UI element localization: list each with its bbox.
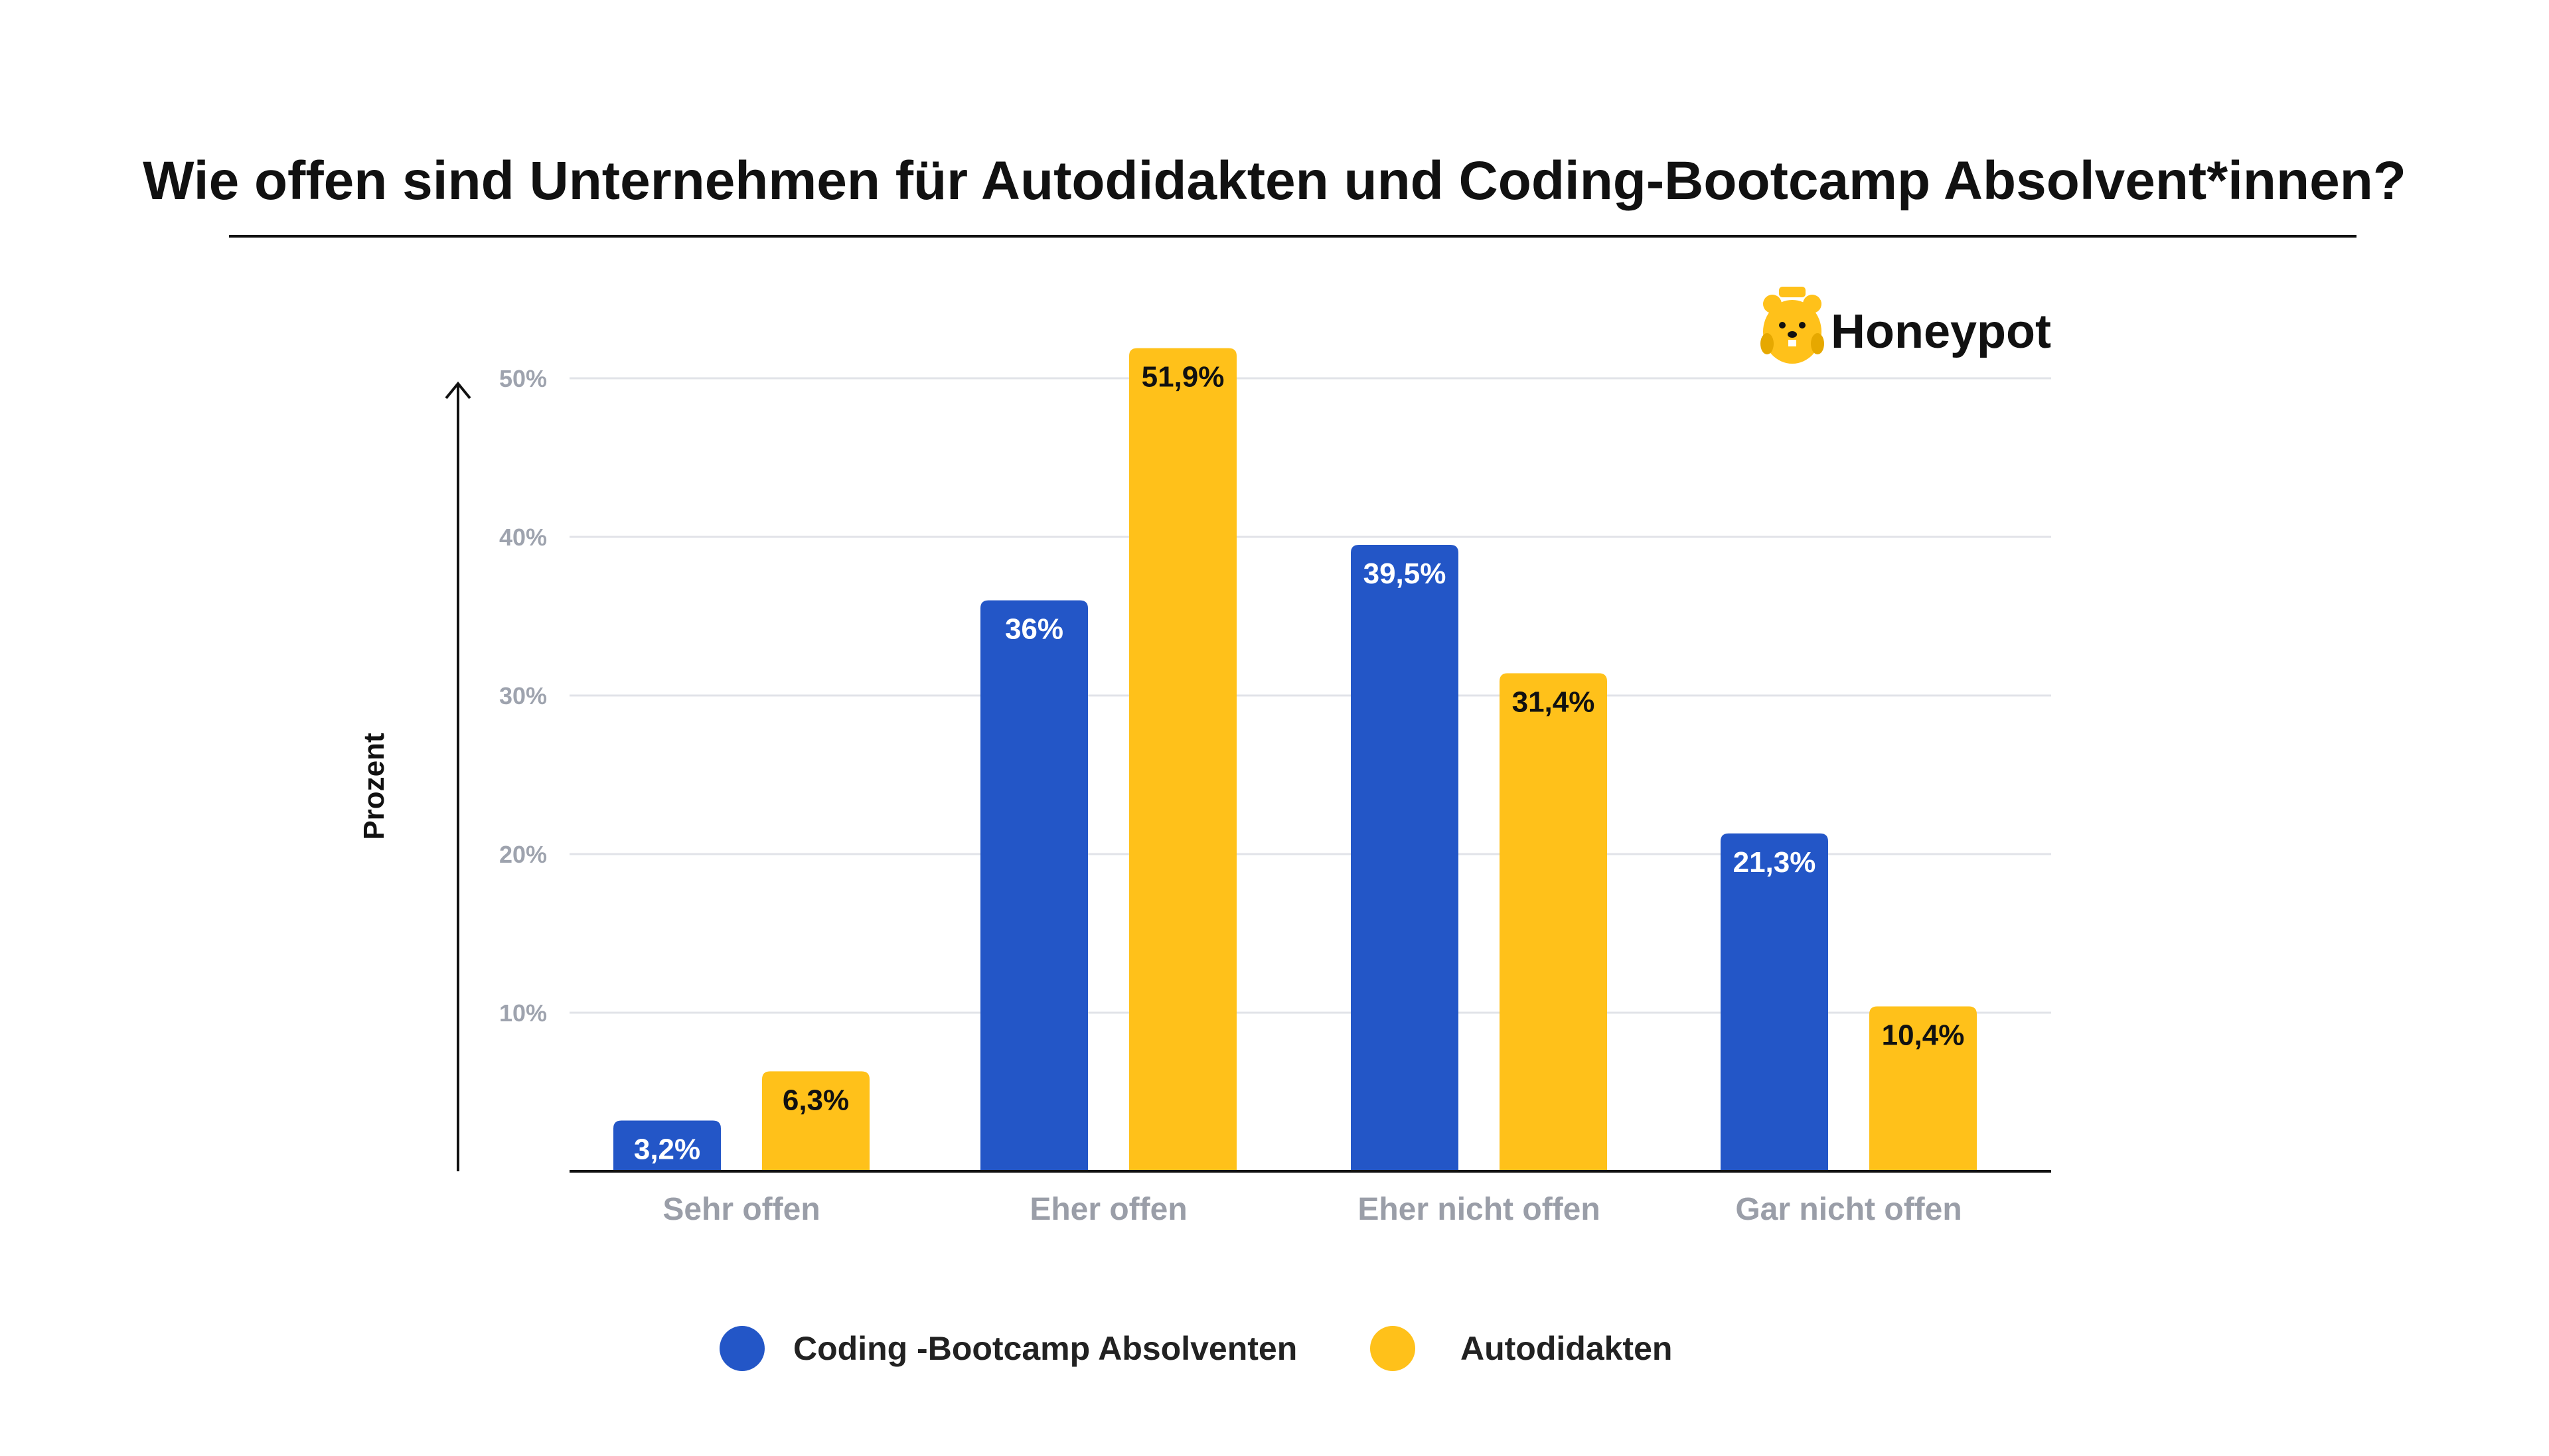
bars [613,348,1977,1171]
y-axis-label: Prozent [358,733,390,840]
x-category-label: Eher offen [1030,1192,1187,1227]
y-tick-label: 20% [499,841,547,868]
gridlines [570,377,2051,1014]
legend-swatch [720,1326,765,1371]
bar [1721,833,1828,1171]
bar [1869,1006,1977,1171]
data-label: 31,4% [1512,686,1595,719]
brand-name: Honeypot [1831,305,2051,358]
y-axis [445,381,471,1171]
honeypot-bear-icon [1760,287,1824,364]
data-labels: 3,2% 6,3% 36% 51,9% 39,5% 31,4% 21,3% 10,4% [634,361,1965,1166]
y-tick-label: 10% [499,999,547,1027]
legend-label: Coding -Bootcamp Absolventen [793,1330,1297,1367]
bar [1500,673,1607,1171]
y-tick-label: 30% [499,682,547,709]
x-category-label: Sehr offen [662,1192,820,1227]
legend-label: Autodidakten [1460,1330,1672,1367]
bar [762,1071,870,1171]
bar [613,1120,721,1171]
data-label: 36% [1005,613,1063,646]
y-tick-label: 50% [499,365,547,392]
data-label: 6,3% [783,1084,849,1116]
bar [1129,348,1237,1171]
legend-swatch [1370,1326,1415,1371]
data-label: 3,2% [634,1133,700,1166]
x-category-label: Gar nicht offen [1735,1192,1962,1227]
bar [980,600,1088,1171]
y-tick-label: 40% [499,524,547,551]
brand-logo: Honeypot [1760,287,2051,364]
x-axis-categories: Sehr offen Eher offen Eher nicht offen Gar … [662,1192,1962,1227]
data-label: 51,9% [1142,361,1225,394]
chart-title: Wie offen sind Unternehmen für Autodidak… [143,151,2406,211]
data-label: 10,4% [1882,1019,1965,1051]
legend: Coding -Bootcamp Absolventen Autodidakten [720,1326,1672,1371]
y-axis-ticks: 10% 20% 30% 40% 50% [499,365,547,1027]
bar [1351,544,1458,1171]
data-label: 21,3% [1733,846,1816,879]
data-label: 39,5% [1363,557,1446,590]
x-category-label: Eher nicht offen [1357,1192,1600,1227]
y-axis-arrow-head [445,381,471,400]
